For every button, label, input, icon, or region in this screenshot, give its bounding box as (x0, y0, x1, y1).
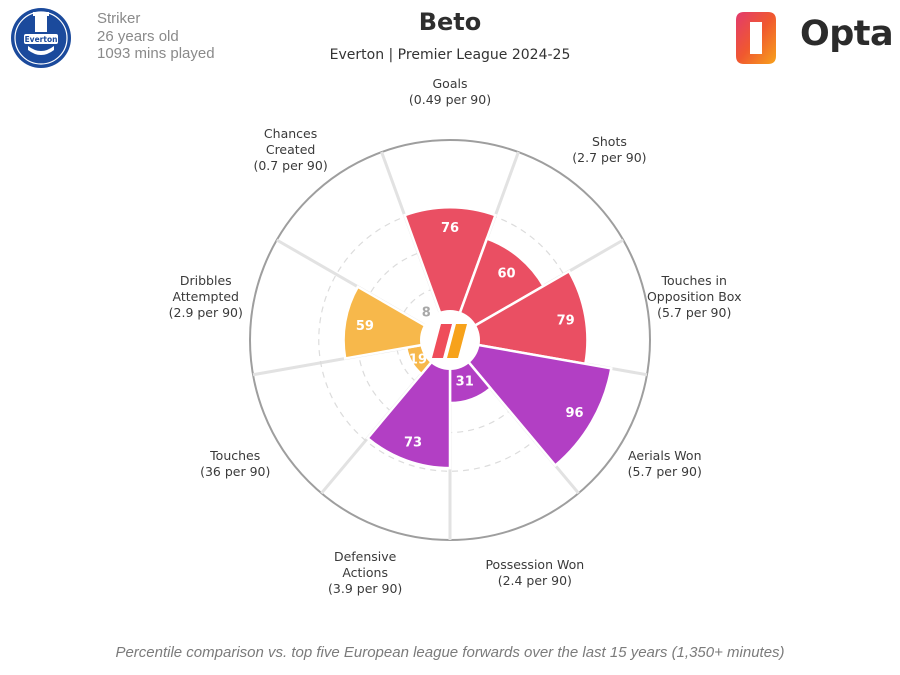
radar-category-rate: (0.7 per 90) (253, 158, 327, 173)
radar-category-rate: (0.49 per 90) (409, 92, 491, 107)
radar-category-label: Possession Won(2.4 per 90) (485, 557, 584, 588)
opta-mark-icon (432, 324, 467, 358)
everton-crest-icon: Everton (11, 8, 71, 68)
radar-value-label: 73 (404, 436, 422, 451)
radar-values: 76 60 79 96 31 73 19 59 8 (356, 221, 584, 450)
radar-category-rate: (2.7 per 90) (572, 150, 646, 165)
radar-category-name: Created (266, 142, 315, 157)
radar-category-name: Opposition Box (647, 289, 742, 304)
radar-value-label: 60 (498, 267, 516, 282)
brand-name: Opta (800, 14, 894, 54)
radar-category-label: Aerials Won(5.7 per 90) (628, 448, 702, 479)
radar-category-name: Aerials Won (628, 448, 701, 463)
radar-value-label: 19 (409, 353, 427, 368)
radar-category-label: Shots(2.7 per 90) (572, 134, 646, 165)
radar-category-rate: (5.7 per 90) (628, 464, 702, 479)
radar-category-rate: (5.7 per 90) (657, 305, 731, 320)
radar-category-name: Possession Won (485, 557, 584, 572)
player-info: Striker 26 years old 1093 mins played (97, 10, 215, 63)
radar-labels: Goals(0.49 per 90) Shots(2.7 per 90) Touch… (169, 76, 742, 596)
player-age: 26 years old (97, 27, 179, 45)
radar-category-rate: (2.9 per 90) (169, 305, 243, 320)
radar-category-name: Defensive (334, 549, 397, 564)
radar-category-rate: (36 per 90) (200, 464, 270, 479)
radar-value-label: 59 (356, 319, 374, 334)
radar-category-rate: (3.9 per 90) (328, 581, 402, 596)
radar-category-name: Dribbles (180, 273, 232, 288)
radar-value-label: 79 (557, 314, 575, 329)
center-badge (420, 310, 480, 370)
chart-title: Beto (418, 8, 482, 36)
radar-category-rate: (2.4 per 90) (498, 573, 572, 588)
radar-category-name: Touches (209, 448, 260, 463)
opta-logo-icon (736, 12, 776, 64)
radar-category-name: Shots (592, 134, 627, 149)
radar-center (420, 310, 480, 370)
radar-category-name: Chances (264, 126, 317, 141)
radar-value-label: 8 (422, 306, 431, 321)
radar-category-name: Attempted (173, 289, 239, 304)
player-minutes: 1093 mins played (97, 45, 215, 62)
chart-subtitle: Everton | Premier League 2024-25 (329, 47, 571, 63)
radar-value-label: 96 (565, 406, 583, 421)
radar-value-label: 31 (456, 374, 474, 389)
radar-category-label: Touches(36 per 90) (200, 448, 270, 479)
radar-category-name: Goals (433, 76, 468, 91)
radar-value-label: 76 (441, 221, 459, 236)
radar-category-label: Goals(0.49 per 90) (409, 76, 491, 107)
crest-text: Everton (25, 35, 58, 44)
radar-category-name: Actions (342, 565, 388, 580)
radar-category-name: Touches in (661, 273, 727, 288)
player-position: Striker (97, 10, 141, 27)
footnote: Percentile comparison vs. top five Europ… (115, 644, 785, 661)
